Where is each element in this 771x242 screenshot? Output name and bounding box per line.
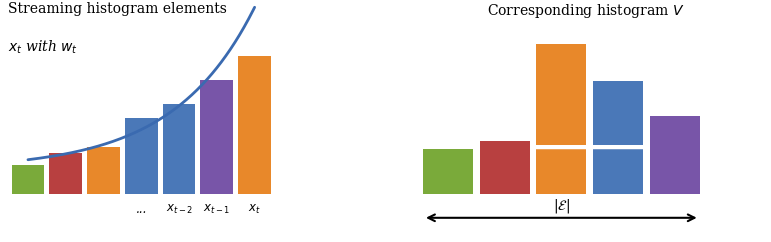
Text: $x_{t-1}$: $x_{t-1}$ [204,203,231,216]
Bar [423,149,473,194]
Text: Streaming histogram elements: Streaming histogram elements [8,2,227,16]
Bar [49,153,82,194]
Text: ...: ... [136,203,147,216]
Bar [163,104,196,194]
Bar [87,147,120,194]
Bar [537,149,586,194]
Bar [650,116,699,194]
Bar [593,81,643,145]
Text: $|\mathcal{E}|$: $|\mathcal{E}|$ [553,197,570,215]
Bar [200,80,233,194]
Text: $x_{t-2}$: $x_{t-2}$ [166,203,193,216]
Text: $x_t$: $x_t$ [248,203,261,216]
Bar [537,44,586,145]
Bar [238,56,271,194]
Bar [125,118,158,194]
Text: Corresponding histogram $V$: Corresponding histogram $V$ [487,2,685,20]
Bar [593,149,643,194]
Text: $x_t$ with $w_t$: $x_t$ with $w_t$ [8,39,78,56]
Bar [480,141,530,194]
Bar [12,165,45,194]
